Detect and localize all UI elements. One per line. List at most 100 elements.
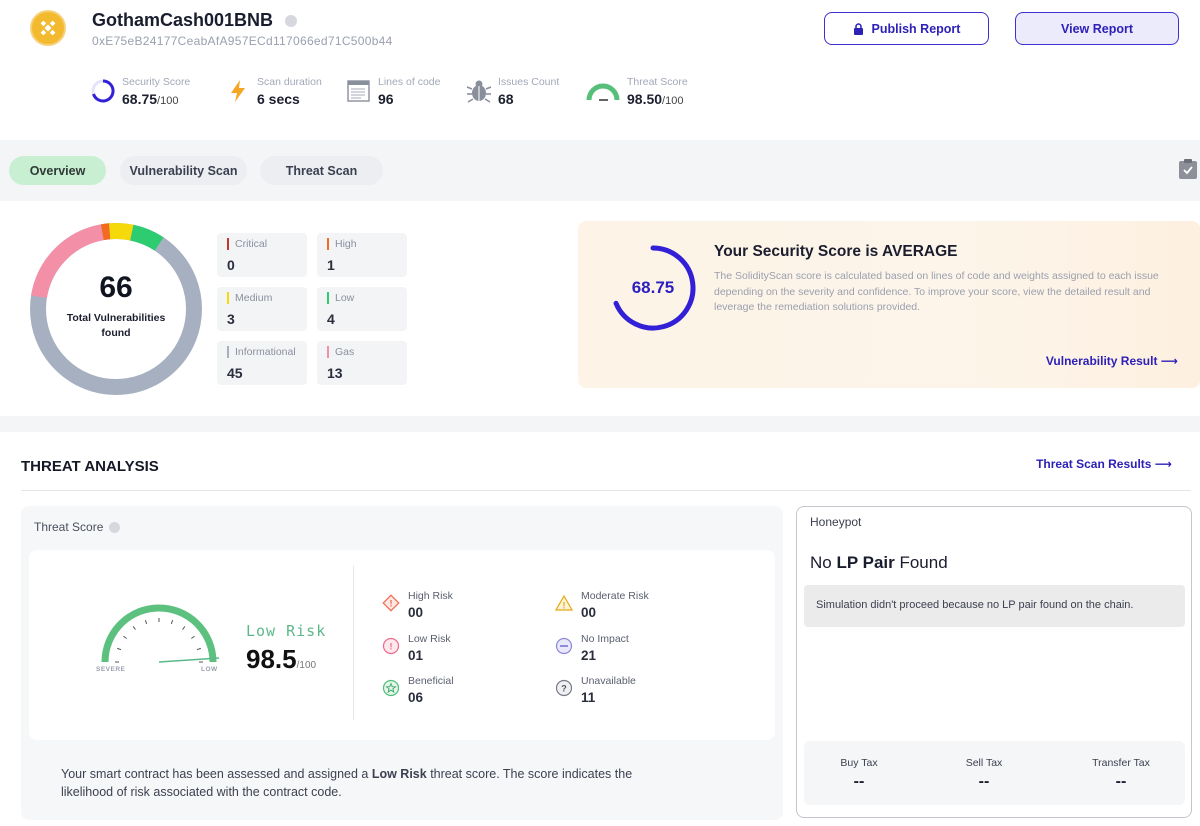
gauge-tick (116, 647, 122, 651)
security-score-description: The SolidityScan score is calculated bas… (714, 270, 1159, 313)
security-score-arc (613, 245, 696, 331)
donut-segment-medium (109, 223, 134, 241)
honeypot-panel: Honeypot No LP Pair Found Simulation did… (796, 506, 1192, 818)
bnb-logo-icon (30, 10, 66, 46)
threat-score-card: SEVERE LOW Low Risk 98.5/100 ! High Risk… (29, 550, 775, 740)
severity-label: Medium (235, 292, 273, 304)
threat-analysis-section: THREAT ANALYSIS Threat Scan Results ⟶ Th… (0, 432, 1200, 826)
gauge-tick (144, 619, 148, 625)
donut-segment-low (129, 224, 164, 251)
severity-color-bar (327, 346, 329, 358)
view-report-button[interactable]: View Report (1015, 12, 1179, 45)
stat-label: Security Score (122, 76, 191, 88)
gauge-low-label: LOW (201, 666, 218, 673)
stat-value: 68.75/100 (122, 91, 179, 107)
honeypot-heading: No LP Pair Found (810, 553, 948, 572)
risk-level-text: Low Risk (246, 622, 327, 640)
stat-value: 68 (498, 91, 514, 107)
risk-label: Low Risk (408, 633, 451, 645)
transfer-tax: Transfer Tax -- (1066, 757, 1176, 791)
severity-color-bar (327, 292, 329, 304)
stat-label: Scan duration (257, 76, 322, 88)
risk-value: 01 (408, 648, 424, 663)
threat-gauge-icon (586, 83, 620, 101)
vulnerability-result-link[interactable]: Vulnerability Result ⟶ (1045, 354, 1178, 368)
security-score-value: 68.75 (631, 278, 675, 297)
gauge-tick (170, 619, 174, 625)
publish-report-label: Publish Report (871, 21, 961, 36)
security-ring-icon (91, 79, 115, 103)
severity-color-bar (227, 238, 229, 250)
svg-text:?: ? (561, 684, 567, 694)
document-icon (347, 80, 370, 102)
risk-label: Moderate Risk (581, 590, 649, 602)
severity-color-bar (227, 346, 229, 358)
tax-value: -- (978, 773, 990, 790)
security-score-title: Your Security Score is AVERAGE (714, 243, 958, 260)
gauge-tick (132, 626, 136, 630)
alert-circle-icon: ! (382, 637, 400, 655)
stat-value: 96 (378, 91, 394, 107)
threat-score-heading: Threat Score (34, 520, 121, 534)
warning-triangle-icon: ! (555, 594, 573, 611)
security-score-card: 68.75 Your Security Score is AVERAGE The… (578, 221, 1200, 388)
vulnerability-donut-chart (30, 223, 202, 395)
svg-text:!: ! (390, 642, 393, 652)
risk-value: 06 (408, 690, 424, 705)
gauge-severe-label: SEVERE (96, 666, 126, 673)
threat-score-note: Your smart contract has been assessed an… (61, 767, 633, 799)
threat-gauge (101, 604, 220, 663)
severity-value: 45 (227, 365, 243, 381)
severity-label: High (335, 238, 357, 250)
severity-color-bar (327, 238, 329, 250)
buy-tax: Buy Tax -- (804, 757, 914, 791)
severity-label: Gas (335, 346, 355, 358)
severity-color-bar (227, 292, 229, 304)
minus-circle-icon (555, 637, 573, 655)
risk-value: 11 (581, 690, 596, 705)
stat-label: Threat Score (627, 76, 688, 88)
tax-label: Transfer Tax (1092, 757, 1150, 769)
info-icon[interactable] (109, 521, 121, 533)
severity-medium: Medium 3 (217, 287, 307, 331)
lock-icon (853, 22, 863, 35)
donut-segment-gas (31, 224, 104, 299)
donut-segment-high (100, 223, 111, 241)
severity-informational: Informational 45 (217, 341, 307, 385)
severity-high: High 1 (317, 233, 407, 277)
severity-value: 4 (327, 311, 335, 327)
severity-label: Critical (235, 238, 268, 250)
gauge-tick (196, 647, 202, 651)
bug-icon (466, 80, 492, 103)
donut-center: 66 Total Vulnerabilities found (56, 249, 176, 341)
gauge-tick (191, 635, 195, 639)
lightning-icon (231, 80, 245, 102)
severity-value: 13 (327, 365, 343, 381)
tab-threat-scan[interactable]: Threat Scan (260, 156, 383, 185)
threat-scan-results-link[interactable]: Threat Scan Results ⟶ (1036, 457, 1172, 471)
tax-summary: Buy Tax -- Sell Tax -- Transfer Tax -- (804, 741, 1185, 805)
clipboard-icon[interactable] (1178, 158, 1198, 180)
severity-value: 1 (327, 257, 335, 273)
svg-text:!: ! (390, 599, 393, 609)
tab-overview[interactable]: Overview (9, 156, 106, 185)
publish-report-button[interactable]: Publish Report (824, 12, 989, 45)
severity-value: 3 (227, 311, 235, 327)
threat-score-panel: Threat Score SEVERE LOW Low Risk 98.5/10… (21, 506, 783, 820)
threat-analysis-title: THREAT ANALYSIS (21, 458, 159, 475)
stat-value: 6 secs (257, 91, 300, 107)
tab-vulnerability-scan[interactable]: Vulnerability Scan (120, 156, 247, 185)
risk-value: 00 (408, 605, 424, 620)
risk-label: Unavailable (581, 675, 636, 687)
threat-score-label: Threat Score (34, 520, 104, 534)
star-circle-icon (382, 679, 400, 697)
risk-label: No Impact (581, 633, 629, 645)
security-score-ring (613, 245, 696, 331)
stat-label: Issues Count (498, 76, 560, 88)
divider (353, 566, 354, 720)
info-icon[interactable] (285, 14, 298, 27)
contract-title: GothamCash001BNB (92, 10, 298, 31)
tax-label: Sell Tax (965, 757, 1003, 769)
stat-value: 98.50/100 (627, 91, 684, 107)
contract-address[interactable]: 0xE75eB24177CeabAfA957ECd117066ed71C500b… (92, 34, 393, 48)
